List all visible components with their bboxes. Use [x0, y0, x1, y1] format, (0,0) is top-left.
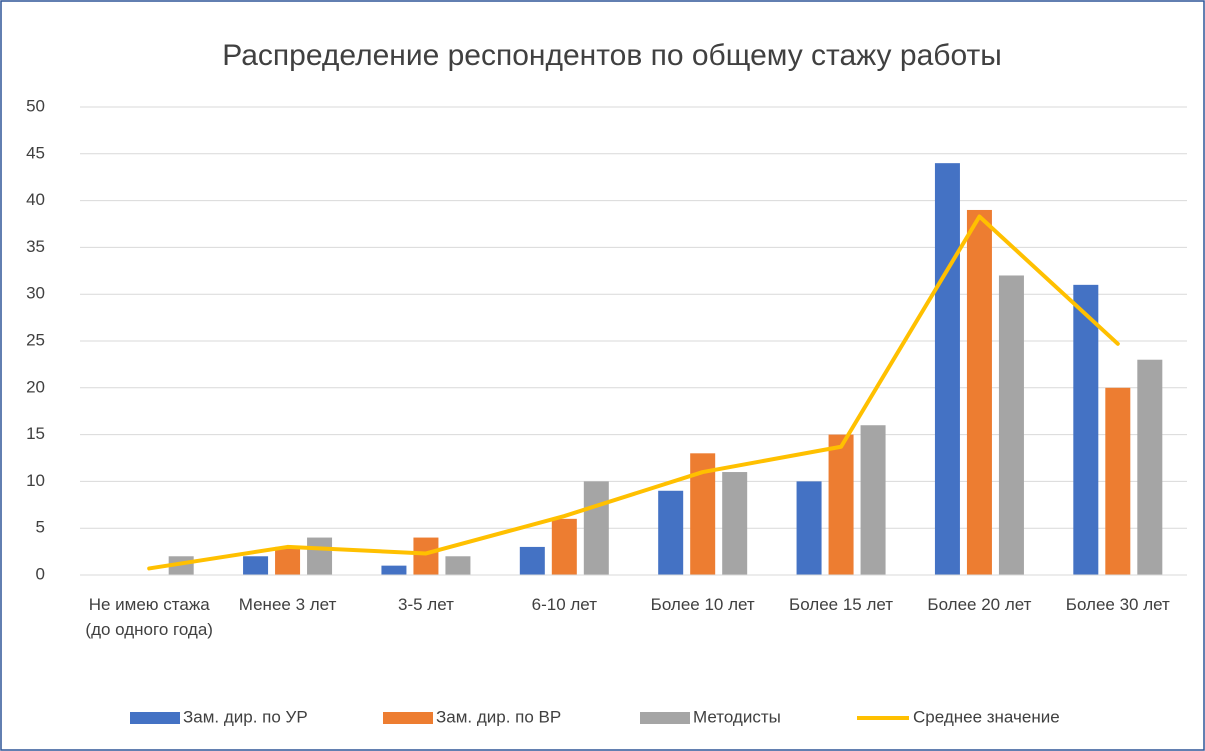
bar — [243, 556, 269, 575]
bar — [966, 209, 992, 575]
y-tick-label: 0 — [36, 564, 45, 583]
x-tick-label: 6-10 лет — [531, 595, 597, 614]
bar — [275, 546, 301, 575]
bar — [722, 472, 748, 575]
y-tick-label: 5 — [36, 518, 45, 537]
x-tick-label: Не имею стажа (до одного года) — [85, 595, 213, 639]
bar — [934, 163, 960, 575]
y-tick-label: 20 — [26, 377, 45, 396]
legend-swatch — [130, 712, 180, 724]
chart-title: Распределение респондентов по общему ста… — [222, 39, 1002, 72]
bar — [445, 556, 471, 575]
y-tick-label: 50 — [26, 96, 45, 115]
bar — [998, 275, 1024, 575]
y-tick-label: 30 — [26, 284, 45, 303]
legend-swatch — [383, 712, 433, 724]
legend-swatch — [640, 712, 690, 724]
legend-label: Среднее значение — [913, 707, 1060, 726]
y-tick-label: 35 — [26, 237, 45, 256]
x-tick-label: Более 10 лет — [650, 595, 755, 614]
y-tick-label: 10 — [26, 471, 45, 490]
x-tick-label: Менее 3 лет — [238, 595, 337, 614]
x-tick-label: Более 30 лет — [1065, 595, 1170, 614]
bar — [658, 490, 684, 575]
x-tick-label: 3-5 лет — [397, 595, 454, 614]
y-tick-label: 25 — [26, 330, 45, 349]
bar — [551, 518, 577, 575]
bar — [796, 481, 822, 575]
legend-label: Зам. дир. по ВР — [436, 707, 561, 726]
y-tick-label: 40 — [26, 190, 45, 209]
x-tick-label: Более 15 лет — [789, 595, 894, 614]
bar — [307, 537, 333, 575]
bar — [1073, 284, 1099, 575]
bar — [381, 565, 407, 575]
x-tick-label: Более 20 лет — [927, 595, 1032, 614]
bar — [519, 546, 545, 575]
bar — [583, 481, 609, 575]
bar — [413, 537, 439, 575]
bar — [1137, 359, 1163, 575]
bar — [860, 425, 886, 575]
y-tick-label: 45 — [26, 143, 45, 162]
y-tick-label: 15 — [26, 424, 45, 443]
line — [147, 214, 1120, 571]
bar — [828, 434, 854, 575]
legend-label: Методисты — [693, 707, 781, 726]
bar — [1105, 387, 1131, 575]
legend-label: Зам. дир. по УР — [183, 707, 308, 726]
